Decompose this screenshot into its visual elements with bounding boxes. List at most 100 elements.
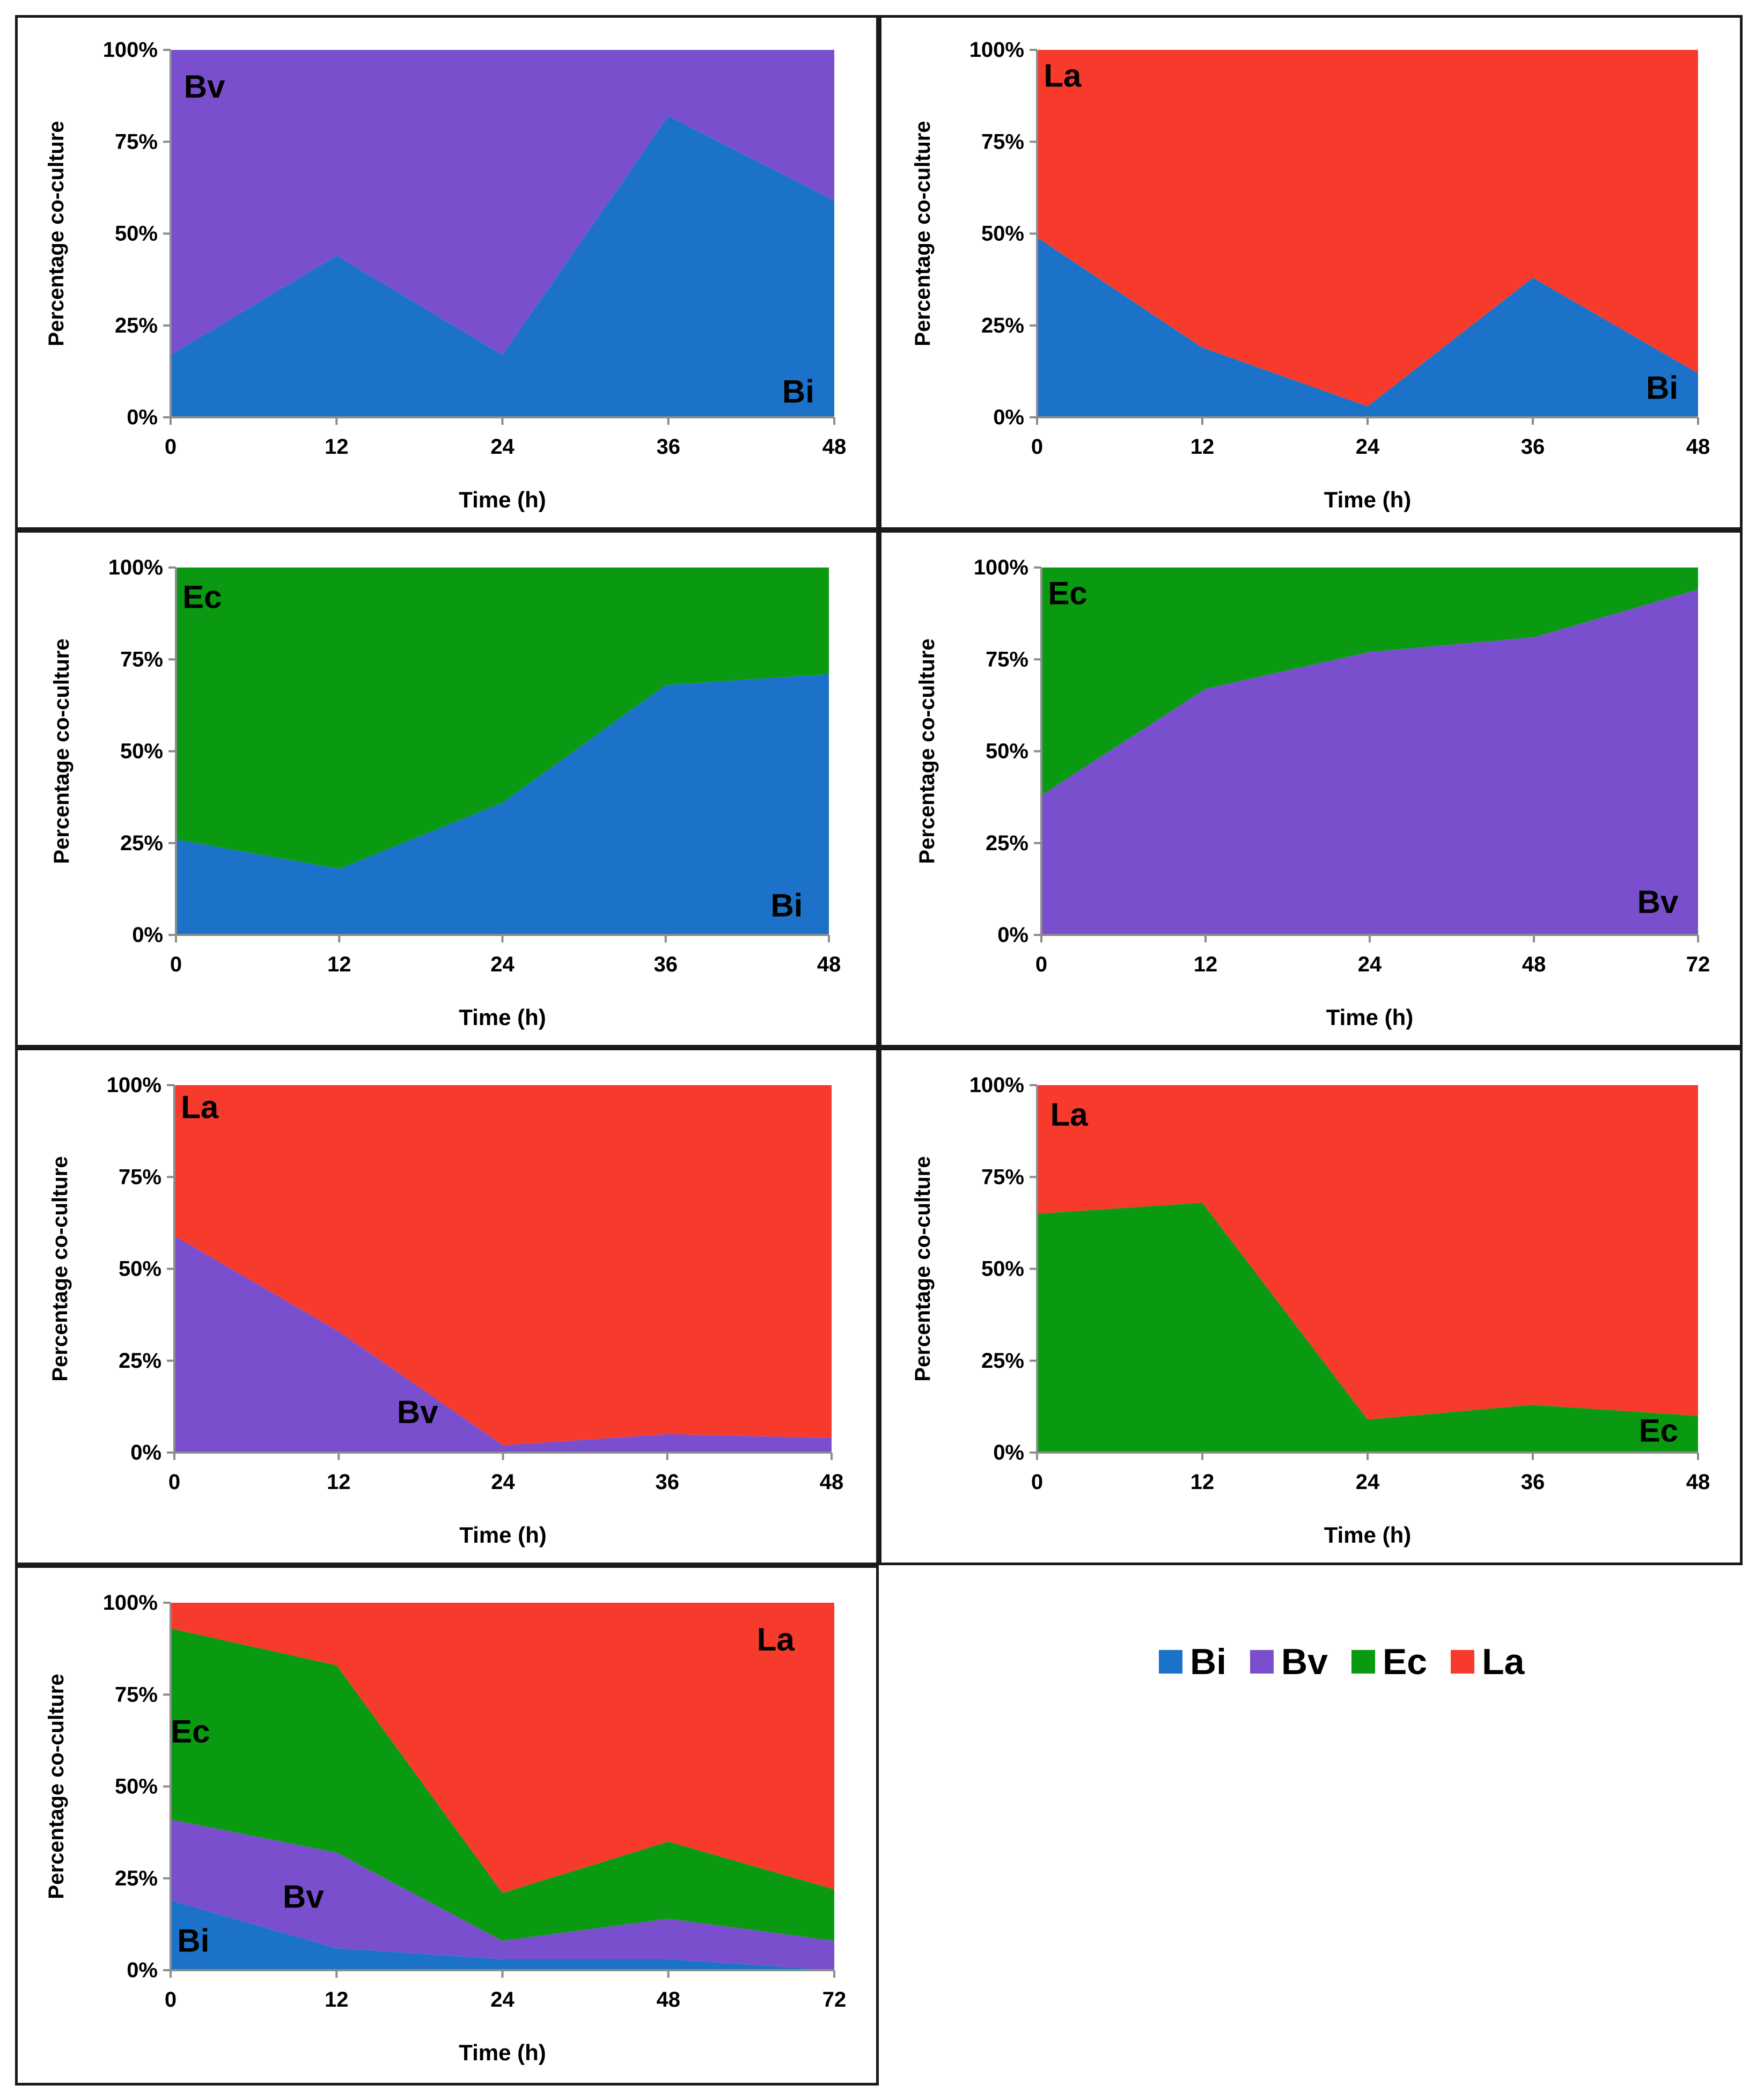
x-tick-label: 48 [820,1470,844,1494]
x-axis-title: Time (h) [459,1005,546,1030]
y-tick-label: 50% [981,1257,1024,1281]
y-axis-title: Percentage co-culture [50,638,74,864]
y-tick-label: 25% [981,1349,1024,1373]
area-ec [171,1629,834,1941]
x-axis-title: Time (h) [1326,1005,1414,1030]
y-tick-label: 0% [993,406,1024,429]
series-label-ec: Ec [171,1713,210,1749]
y-tick-label: 50% [120,740,163,763]
x-tick-label: 12 [325,435,349,459]
y-tick-label: 25% [981,314,1024,337]
y-tick-label: 0% [130,1441,161,1464]
chart-svg: 0% 25% 50% 75% 100% 0 12 24 36 48 Time (h) Percenta… [911,1073,1710,1548]
x-tick-label: 36 [1521,1470,1545,1494]
x-tick-label: 24 [1358,953,1382,976]
area-la [1037,1085,1698,1420]
x-tick-label: 12 [1194,953,1218,976]
x-tick-label: 0 [1031,1470,1043,1494]
x-tick-label: 12 [1191,1470,1215,1494]
area-ec [1037,1203,1698,1453]
chart-panel-1: 0% 25% 50% 75% 100% 0 12 24 36 48 Time (h) Percenta… [15,15,879,530]
y-axis-title: Percentage co-culture [915,638,939,864]
series-label-bv: Bv [397,1394,438,1430]
y-tick-label: 100% [969,38,1024,62]
x-tick-label: 0 [170,953,182,976]
legend-label-ec: Ec [1382,1641,1428,1682]
area-la [171,1603,834,1893]
series-label-ec: Ec [1639,1412,1678,1448]
x-tick-label: 24 [490,1988,515,2011]
y-tick-label: 50% [981,222,1024,246]
x-tick-label: 0 [165,1988,177,2011]
area-la [174,1085,832,1446]
chart-panel-2: 0% 25% 50% 75% 100% 0 12 24 36 48 Time (h) Percenta… [879,15,1743,530]
x-tick-label: 24 [490,953,515,976]
area-bi [171,1900,834,1970]
x-axis-title: Time (h) [459,1522,547,1548]
x-tick-label: 48 [1686,435,1710,459]
y-tick-label: 100% [969,1073,1024,1097]
area-bv [1041,590,1698,935]
chart-panel-4: 0% 25% 50% 75% 100% 0 12 24 48 72 Time (h) Percenta… [879,530,1743,1048]
x-axis-title: Time (h) [459,487,546,512]
x-tick-label: 36 [654,953,678,976]
legend-swatch-la [1451,1650,1475,1674]
y-axis-title: Percentage co-culture [48,1156,72,1381]
x-axis-title: Time (h) [1324,1522,1412,1548]
area-bv [171,50,834,355]
x-tick-label: 48 [822,435,847,459]
legend-label-bv: Bv [1281,1641,1328,1682]
area-ec [176,568,829,869]
x-axis-title: Time (h) [459,2040,546,2065]
y-tick-label: 75% [120,647,163,671]
y-tick-label: 100% [974,556,1028,579]
series-label-bv: Bv [283,1879,324,1915]
y-tick-label: 25% [119,1349,161,1373]
legend-label-la: La [1482,1641,1525,1682]
y-tick-label: 0% [997,923,1028,947]
x-tick-label: 0 [1031,435,1043,459]
y-tick-label: 100% [107,1073,161,1097]
y-tick-label: 50% [986,740,1028,763]
y-tick-label: 25% [986,831,1028,855]
series-label-bv: Bv [184,69,225,105]
y-tick-label: 100% [108,556,163,579]
x-tick-label: 72 [1686,953,1710,976]
series-label-la: La [1050,1096,1089,1132]
x-tick-label: 24 [1356,435,1380,459]
area-ec [1041,568,1698,795]
area-bv [174,1235,832,1453]
y-tick-label: 75% [981,1165,1024,1189]
y-tick-label: 0% [132,923,163,947]
y-tick-label: 75% [986,647,1028,671]
y-tick-label: 0% [127,1958,158,1982]
legend-label-bi: Bi [1190,1641,1226,1682]
x-tick-label: 12 [325,1988,349,2011]
chart-svg: 0% 25% 50% 75% 100% 0 12 24 36 48 Time (h) Percenta… [45,38,847,512]
y-tick-label: 100% [103,1591,158,1615]
y-tick-label: 100% [103,38,158,62]
chart-panel-5: 0% 25% 50% 75% 100% 0 12 24 36 48 Time (h) Percenta… [15,1048,879,1565]
y-axis-title: Percentage co-culture [45,121,68,346]
area-bi [171,116,834,418]
series-label-bi: Bi [177,1923,209,1959]
series-label-la: La [1044,57,1082,93]
y-tick-label: 0% [993,1441,1024,1464]
y-tick-label: 25% [120,831,163,855]
x-tick-label: 0 [1035,953,1047,976]
y-tick-label: 75% [115,130,158,153]
y-tick-label: 25% [115,1867,158,1890]
area-bv [171,1819,834,1970]
legend-swatch-ec [1351,1650,1375,1674]
legend-item-bi: Bi [1159,1641,1226,1683]
x-tick-label: 12 [327,953,351,976]
y-tick-label: 50% [115,222,158,246]
area-la [1037,50,1698,407]
chart-svg: 0% 25% 50% 75% 100% 0 12 24 36 48 Time (h) Percenta… [50,556,841,1030]
y-axis-title: Percentage co-culture [45,1674,68,1899]
x-tick-label: 48 [817,953,841,976]
x-tick-label: 24 [490,435,515,459]
chart-svg: 0% 25% 50% 75% 100% 0 12 24 36 48 Time (h) Percenta… [48,1073,844,1548]
x-axis-title: Time (h) [1324,487,1412,512]
series-label-bi: Bi [782,374,814,410]
